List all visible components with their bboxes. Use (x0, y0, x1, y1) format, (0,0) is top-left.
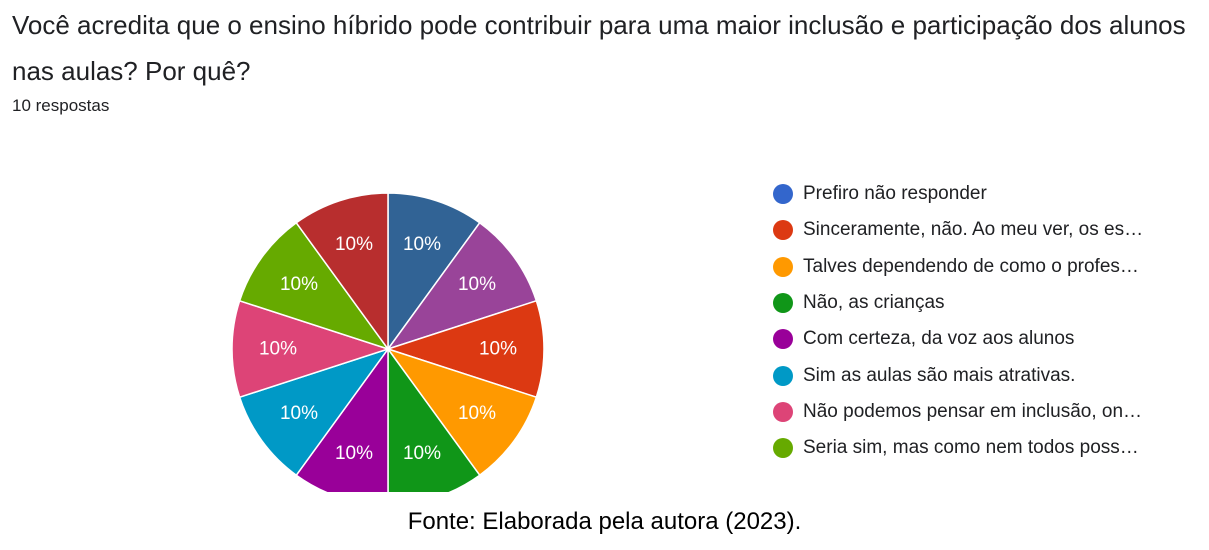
pie-slice-label-6: 10% (335, 443, 373, 464)
legend-label: Sinceramente, não. Ao meu ver, os es… (803, 219, 1144, 241)
legend-swatch-icon (773, 293, 793, 314)
pie-slice-label-3: 10% (479, 339, 517, 360)
legend-swatch-icon (773, 220, 793, 241)
pie-chart: 10% 10% 10% 10% 10% 10% 10% 10% 10% 10% (231, 192, 545, 492)
pie-slice-9 (238, 221, 390, 351)
pie-slice-1 (387, 192, 481, 352)
legend-label: Não podemos pensar em inclusão, on… (803, 400, 1143, 422)
response-count: 10 respostas (12, 96, 110, 115)
legend-item-5[interactable]: Com certeza, da voz aos alunos (773, 321, 1143, 357)
legend-item-8[interactable]: Seria sim, mas como nem todos poss… (773, 430, 1143, 466)
pie-slice-label-10: 10% (335, 234, 373, 255)
pie-slice-5 (387, 346, 481, 492)
pie-slice-label-9: 10% (280, 274, 318, 295)
legend-item-2[interactable]: Sinceramente, não. Ao meu ver, os es… (773, 212, 1143, 248)
legend-label: Não, as crianças (803, 292, 945, 314)
legend-swatch-icon (773, 365, 793, 386)
legend-label: Talves dependendo de como o profes… (803, 255, 1139, 277)
legend-item-1[interactable]: Prefiro não responder (773, 176, 1143, 212)
question-title: Você acredita que o ensino híbrido pode … (12, 10, 1186, 86)
pie-slice-label-1: 10% (403, 234, 441, 255)
pie-slice-8 (231, 299, 391, 399)
pie-slice-6 (295, 346, 389, 492)
pie-slice-3 (385, 299, 545, 399)
pie-slice-10 (295, 192, 389, 352)
chart-legend: Prefiro não responder Sinceramente, não. … (773, 176, 1143, 466)
pie-slice-label-7: 10% (280, 403, 318, 424)
legend-label: Sim as aulas são mais atrativas. (803, 364, 1076, 386)
legend-item-7[interactable]: Não podemos pensar em inclusão, on… (773, 394, 1143, 430)
legend-swatch-icon (773, 329, 793, 350)
pie-slice-2 (386, 221, 538, 351)
legend-swatch-icon (773, 438, 793, 459)
legend-swatch-icon (773, 401, 793, 422)
pie-slice-label-5: 10% (403, 443, 441, 464)
legend-label: Seria sim, mas como nem todos poss… (803, 437, 1139, 459)
legend-swatch-icon (773, 184, 793, 205)
legend-item-6[interactable]: Sim as aulas são mais atrativas. (773, 357, 1143, 393)
pie-slice-label-4: 10% (458, 403, 496, 424)
pie-slice-label-2: 10% (458, 274, 496, 295)
legend-label: Com certeza, da voz aos alunos (803, 328, 1075, 350)
legend-swatch-icon (773, 256, 793, 277)
pie-slice-label-8: 10% (259, 339, 297, 360)
figure-source: Fonte: Elaborada pela autora (2023). (407, 508, 802, 535)
legend-label: Prefiro não responder (803, 183, 987, 205)
pie-slice-7 (238, 347, 390, 477)
legend-item-4[interactable]: Não, as crianças (773, 285, 1143, 321)
legend-item-3[interactable]: Talves dependendo de como o profes… (773, 249, 1143, 285)
pie-slice-4 (386, 347, 538, 477)
